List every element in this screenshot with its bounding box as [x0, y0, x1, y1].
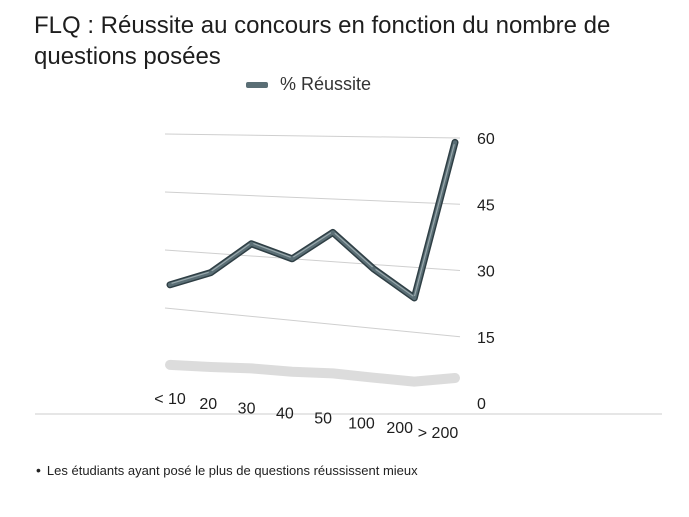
- chart-title: FLQ : Réussite au concours en fonction d…: [34, 12, 611, 70]
- x-tick-label: 30: [238, 401, 256, 418]
- x-tick-label: 40: [276, 406, 294, 423]
- gridline: [164, 133, 461, 139]
- data-point-2: [249, 241, 254, 246]
- data-point-4: [330, 230, 335, 235]
- data-point-6: [412, 295, 417, 300]
- gridline: [164, 307, 461, 338]
- gridline: [164, 191, 461, 205]
- legend: % Réussite: [246, 74, 371, 95]
- data-point-3: [290, 256, 295, 261]
- y-tick-label: 0: [477, 396, 486, 413]
- x-tick-label: < 10: [154, 391, 186, 408]
- y-tick-label: 60: [477, 131, 495, 148]
- footnote-text: Les étudiants ayant posé le plus de ques…: [46, 463, 418, 478]
- footnote-bullet: •: [36, 462, 41, 478]
- y-tick-label: 15: [477, 330, 495, 347]
- series-line: [168, 140, 457, 300]
- data-point-7: [453, 140, 457, 145]
- series-line-highlight: [169, 141, 456, 298]
- y-tick-label: 45: [477, 197, 495, 214]
- legend-swatch: [246, 81, 268, 88]
- series-shadow: [165, 359, 460, 387]
- y-tick-label: 30: [477, 264, 495, 281]
- footnote: • Les étudiants ayant posé le plus de qu…: [36, 462, 418, 478]
- x-tick-label: 50: [314, 410, 332, 427]
- x-tick-label: 20: [199, 396, 217, 413]
- data-point-0: [168, 282, 172, 287]
- data-point-5: [371, 266, 376, 271]
- x-tick-label: > 200: [418, 425, 459, 442]
- data-point-1: [208, 270, 213, 275]
- gridline: [164, 249, 461, 271]
- x-tick-label: 200: [386, 420, 413, 437]
- series-line-outline: [166, 138, 459, 302]
- x-tick-label: 100: [348, 415, 375, 432]
- legend-label: % Réussite: [280, 74, 372, 94]
